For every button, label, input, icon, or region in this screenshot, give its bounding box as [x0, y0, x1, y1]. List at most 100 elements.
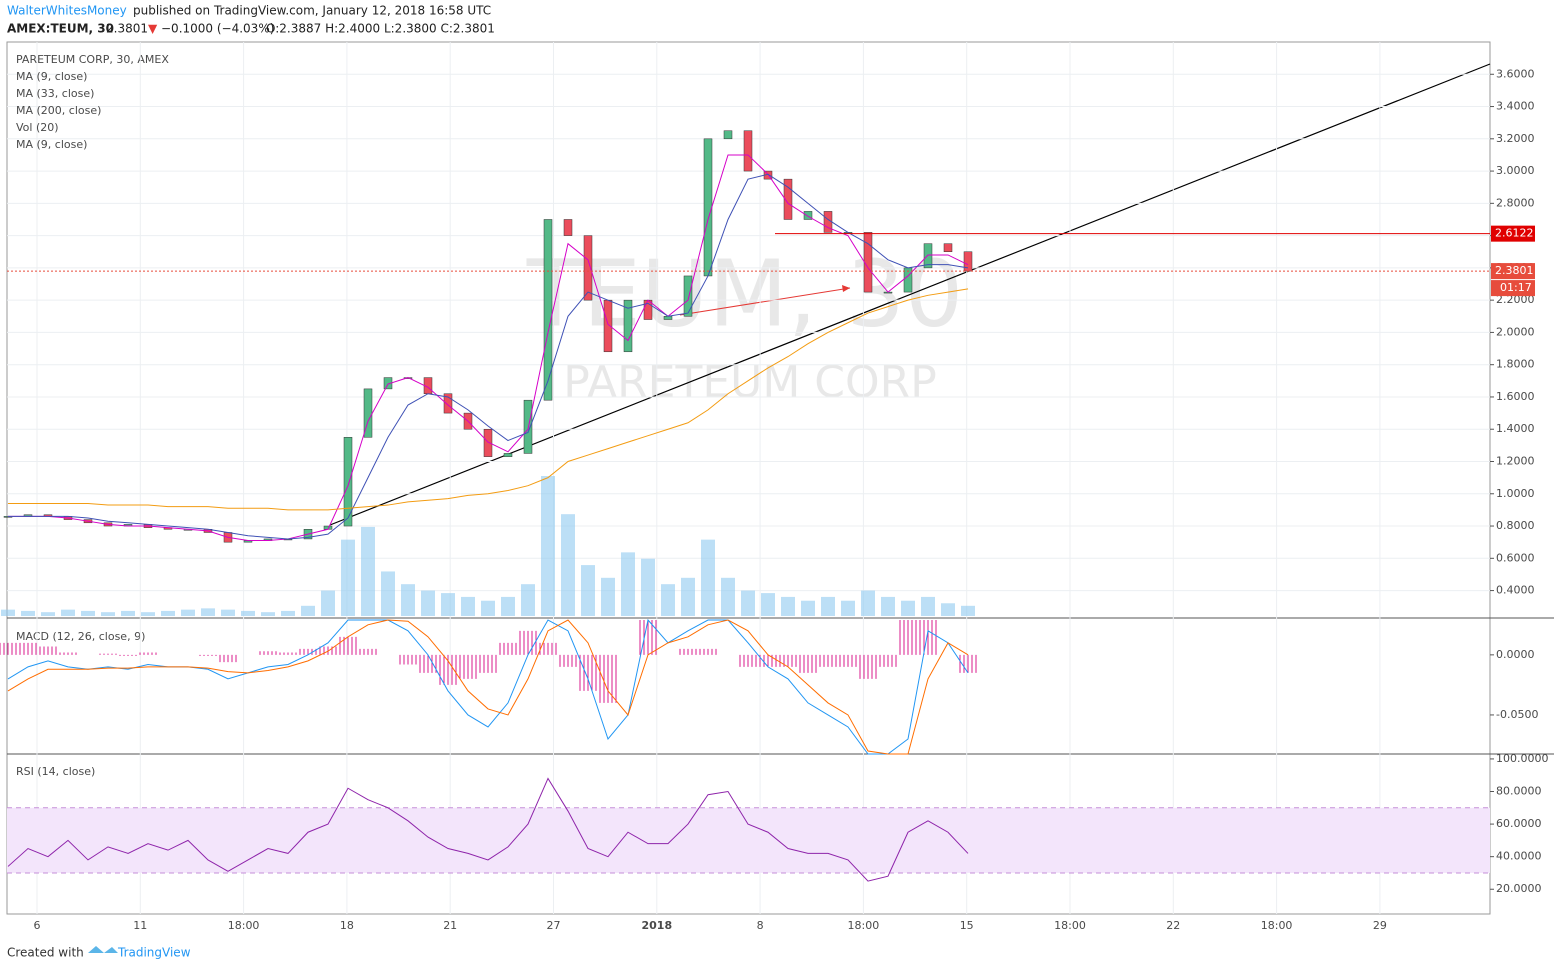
- volume-bar: [881, 596, 895, 616]
- volume-bar: [161, 610, 175, 616]
- arrow-drawing: [679, 287, 851, 316]
- candle: [743, 130, 753, 172]
- y-tick-label: 3.4000: [1496, 100, 1535, 113]
- y-tick-label: 40.0000: [1496, 850, 1542, 863]
- y-tick-label: 2.0000: [1496, 325, 1535, 338]
- panel-title: MACD (12, 26, close, 9): [16, 630, 145, 643]
- volume-bar: [681, 577, 695, 616]
- volume-bar: [761, 593, 775, 616]
- watermark-sub: PARETEUM CORP: [563, 357, 936, 408]
- x-tick-label: 6: [34, 919, 41, 932]
- volume-bar: [541, 476, 555, 616]
- arrow-head: [842, 285, 850, 292]
- legend-entry: MA (33, close): [16, 87, 94, 100]
- y-tick-label: 2.8000: [1496, 196, 1535, 209]
- candle: [823, 211, 833, 233]
- candle: [783, 178, 793, 220]
- ma-line: [8, 173, 969, 540]
- symbol: AMEX:TEUM, 30: [7, 22, 114, 36]
- ma-line: [8, 288, 969, 511]
- last-price: 2.3801: [106, 22, 148, 36]
- y-tick-label: 60.0000: [1496, 817, 1542, 830]
- volume-bar: [61, 609, 75, 616]
- y-tick-label: 1.8000: [1496, 358, 1535, 371]
- x-tick-label: 18: [340, 919, 354, 932]
- volume-bar: [861, 590, 875, 616]
- published: published on TradingView.com, January 12…: [133, 4, 491, 18]
- countdown: 01:17: [1500, 281, 1532, 294]
- y-tick-label: 1.0000: [1496, 487, 1535, 500]
- y-tick-label: 20.0000: [1496, 882, 1542, 895]
- candle: [343, 437, 353, 527]
- candle: [703, 138, 713, 277]
- volume-bar: [181, 609, 195, 616]
- volume-bar: [921, 596, 935, 616]
- x-tick-label: 27: [547, 919, 561, 932]
- volume-bar: [461, 596, 475, 616]
- volume-bar: [901, 600, 915, 616]
- candle: [503, 453, 513, 457]
- y-tick-label: 3.0000: [1496, 164, 1535, 177]
- volume-bar: [121, 610, 135, 616]
- change-arrow: ▼: [148, 22, 158, 36]
- x-tick-label: 29: [1373, 919, 1387, 932]
- x-tick-label: 11: [133, 919, 147, 932]
- volume-bar: [1, 609, 15, 616]
- y-tick-label: 2.2000: [1496, 293, 1535, 306]
- x-tick-label: 18:00: [228, 919, 260, 932]
- volume-bar: [741, 590, 755, 616]
- volume-bar: [301, 605, 315, 616]
- author[interactable]: WalterWhitesMoney: [7, 4, 127, 18]
- volume-bar: [821, 596, 835, 616]
- footer-created: Created with: [7, 946, 84, 960]
- y-tick-label: 3.6000: [1496, 67, 1535, 80]
- volume-bar: [401, 584, 415, 616]
- ma-line: [8, 154, 969, 542]
- y-tick-label: 0.4000: [1496, 584, 1535, 597]
- volume-bar: [41, 612, 55, 616]
- volume-bar: [281, 610, 295, 616]
- x-tick-label: 2018: [641, 919, 672, 932]
- x-tick-label: 18:00: [1054, 919, 1086, 932]
- volume-bar: [341, 539, 355, 616]
- volume-bar: [201, 608, 215, 616]
- candle: [563, 219, 573, 236]
- volume-bar: [721, 577, 735, 616]
- volume-bar: [841, 600, 855, 616]
- y-tick-label: 0.8000: [1496, 519, 1535, 532]
- volume-bar: [261, 612, 275, 616]
- volume-bar: [381, 571, 395, 616]
- volume-bar: [141, 612, 155, 616]
- volume-bar: [581, 565, 595, 616]
- volume-bar: [781, 596, 795, 616]
- panel-title: PARETEUM CORP, 30, AMEX: [16, 53, 169, 66]
- y-tick-label: 100.0000: [1496, 752, 1549, 765]
- volume-bar: [501, 596, 515, 616]
- volume-bar: [101, 612, 115, 616]
- volume-bar: [321, 590, 335, 616]
- logo: [88, 946, 118, 953]
- volume-bar: [441, 593, 455, 616]
- volume-bar: [661, 584, 675, 616]
- volume-bar: [421, 590, 435, 616]
- y-tick-label: 1.6000: [1496, 390, 1535, 403]
- y-tick-label: 80.0000: [1496, 785, 1542, 798]
- level-label: 2.3801: [1495, 264, 1534, 277]
- candle: [943, 243, 953, 252]
- volume-bar: [961, 605, 975, 616]
- candle: [543, 219, 553, 401]
- ohlc: O:2.3887 H:2.4000 L:2.3800 C:2.3801: [266, 22, 495, 36]
- candle: [583, 235, 593, 301]
- footer-brand[interactable]: TradingView: [117, 946, 191, 960]
- volume-bar: [81, 610, 95, 616]
- candle: [623, 299, 633, 353]
- volume-bar: [941, 603, 955, 616]
- macd-line: [7, 619, 969, 755]
- change: −0.1000 (−4.03%): [161, 22, 274, 36]
- rsi-line: [7, 777, 969, 882]
- y-tick-label: 0.6000: [1496, 551, 1535, 564]
- y-tick-label: 1.2000: [1496, 454, 1535, 467]
- candle: [443, 393, 453, 414]
